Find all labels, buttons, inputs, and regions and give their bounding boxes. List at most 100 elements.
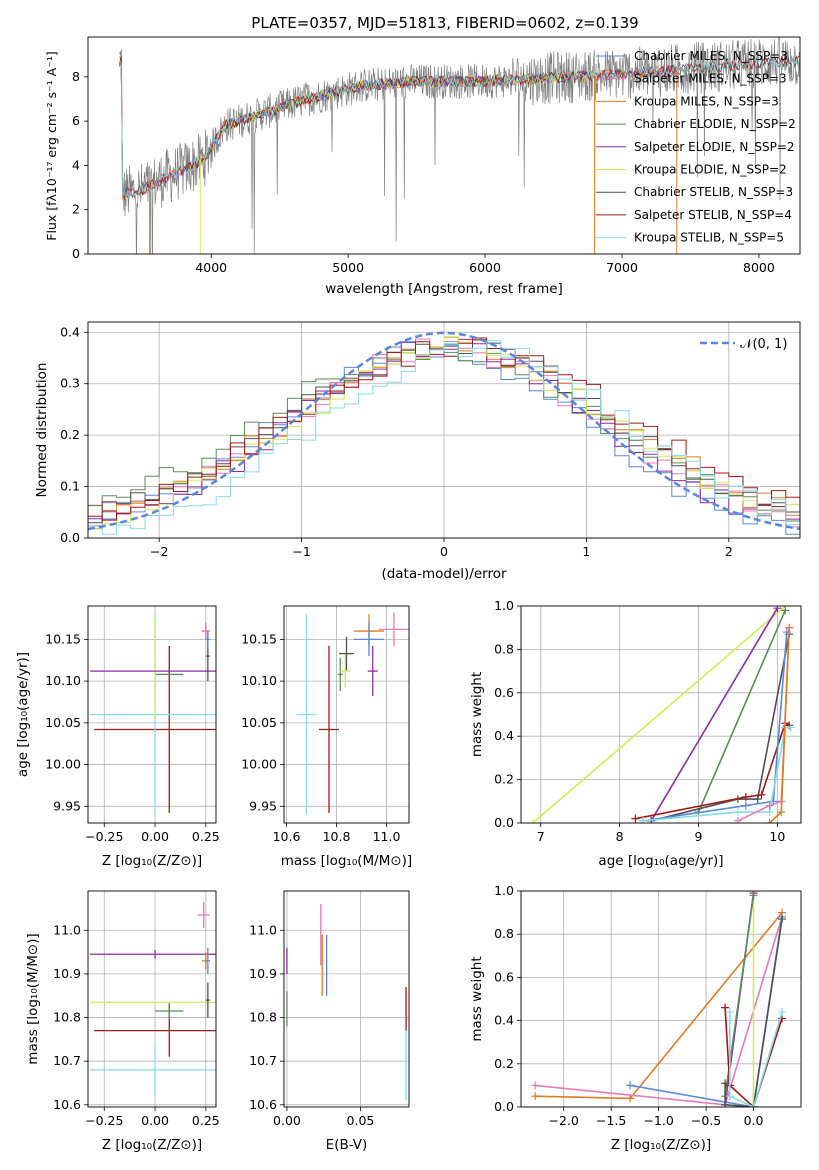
panel-x-tick-label: 8 — [616, 829, 624, 844]
panel-x-tick-label: 0.25 — [192, 829, 220, 844]
spectrum-x-tick-label: 6000 — [469, 260, 501, 275]
residuals-axes-frame — [87, 321, 801, 539]
mass-weight-line — [650, 607, 778, 822]
panel-x-tick-label: −2.0 — [549, 1113, 579, 1128]
spectrum-legend-label: Kroupa STELIB, N_SSP=5 — [634, 231, 784, 245]
spectrum-model-line — [119, 55, 800, 200]
panel-y-tick-label: 0.2 — [494, 1056, 514, 1071]
spectrum-legend-label: Chabrier STELIB, N_SSP=3 — [634, 185, 793, 199]
panel-axes-frame — [87, 605, 217, 824]
panel-xlabel: age [log₁₀(age/yr)] — [598, 853, 723, 869]
panel-y-tick-label: 10.15 — [241, 631, 277, 646]
mass-weight-marker — [741, 801, 750, 810]
mass-vs-metallicity-panel: −0.25 0.00 0.25 10.6 10.7 10.8 10.9 11.0 Z [log₁… — [25, 890, 220, 1153]
residual-histogram-step — [88, 337, 800, 521]
spectrum-lines — [119, 37, 800, 254]
mass-weight-marker — [626, 1081, 635, 1090]
mass-weight-marker — [639, 816, 648, 823]
spectrum-model-line — [119, 60, 677, 199]
panel-xlabel: E(B-V) — [326, 1137, 368, 1153]
residuals-lines — [88, 331, 800, 535]
panel-x-tick-label: 0.05 — [347, 1113, 375, 1128]
panel-y-tick-label: 10.6 — [53, 1097, 81, 1112]
spectrum-y-tick-label: 4 — [72, 157, 80, 172]
panel-x-tick-label: 9 — [694, 829, 702, 844]
panel-y-tick-label: 0.6 — [494, 969, 514, 984]
panel-y-tick-label: 10.15 — [45, 631, 81, 646]
panel-x-tick-label: −0.25 — [85, 1113, 123, 1128]
mass-weight-marker — [749, 1103, 758, 1107]
panel-axes-frame — [283, 890, 410, 1108]
panel-xlabel: Z [log₁₀(Z/Z⊙)] — [611, 1137, 711, 1153]
panel-marks — [286, 904, 407, 1101]
mass-weight-marker — [785, 623, 794, 632]
residuals-y-tick-label: 0.1 — [60, 479, 80, 494]
panel-y-tick-label: 10.00 — [241, 757, 277, 772]
spectrum-panel: PLATE=0357, MJD=51813, FIBERID=0602, z=0… — [44, 14, 801, 297]
mass-weight-marker — [777, 808, 786, 817]
panel-y-tick-label: 10.7 — [249, 1053, 277, 1068]
residuals-y-tick-label: 0.4 — [60, 324, 80, 339]
residuals-x-tick-label: 1 — [582, 544, 590, 559]
panel-xlabel: Z [log₁₀(Z/Z⊙)] — [102, 853, 202, 869]
spectrum-model-line — [119, 55, 800, 200]
mass-weight-line — [697, 609, 786, 813]
mass-weight-line — [728, 1011, 783, 1107]
residuals-legend: 𝒩(0, 1) — [700, 337, 787, 352]
panel-y-tick-label: 0.0 — [494, 1099, 514, 1114]
panel-y-tick-label: 9.95 — [53, 798, 81, 813]
spectrum-model-line — [197, 69, 594, 169]
panel-marks — [296, 612, 409, 815]
mass-weight-line — [643, 631, 788, 822]
panel-x-tick-label: −0.5 — [691, 1113, 721, 1128]
spectrum-legend-label: Salpeter ELODIE, N_SSP=2 — [634, 140, 795, 154]
panel-y-tick-label: 9.95 — [249, 798, 277, 813]
panel-axes-frame — [520, 890, 802, 1108]
spectrum-legend-label: Salpeter STELIB, N_SSP=4 — [634, 208, 792, 222]
mass-weight-marker — [528, 819, 537, 823]
spectrum-legend-label: Chabrier MILES, N_SSP=3 — [634, 49, 788, 63]
panel-axes-frame — [87, 890, 217, 1108]
panel-y-tick-label: 10.9 — [53, 966, 81, 981]
mass-weight-line — [532, 606, 786, 823]
spectrum-legend-label: Chabrier ELODIE, N_SSP=2 — [634, 117, 796, 131]
mass-weight-marker — [753, 795, 762, 804]
gaussian-legend-label: 𝒩(0, 1) — [740, 337, 787, 352]
mass-weight-marker — [765, 801, 774, 810]
mass-weight-marker — [531, 1081, 540, 1090]
panel-x-tick-label: 10 — [769, 829, 785, 844]
panel-y-tick-label: 0.0 — [494, 815, 514, 830]
panel-x-tick-label: 0.00 — [141, 829, 169, 844]
mass-weight-marker — [786, 723, 795, 732]
weight-vs-age-panel: 7 8 9 10 0.0 0.2 0.4 0.6 0.8 1.0 age [log₁₀(age/yr… — [469, 598, 802, 869]
panel-y-tick-label: 1.0 — [494, 598, 514, 613]
panel-y-tick-label: 10.8 — [249, 1010, 277, 1025]
mass-weight-marker — [749, 891, 758, 900]
spectrum-axes-frame — [87, 36, 801, 255]
mass-weight-marker — [781, 606, 790, 615]
panel-y-tick-label: 10.10 — [45, 673, 81, 688]
mass-weight-line — [724, 1007, 783, 1107]
mass-weight-marker — [721, 1079, 730, 1088]
spectrum-title: PLATE=0357, MJD=51813, FIBERID=0602, z=0… — [251, 14, 638, 32]
panel-xlabel: Z [log₁₀(Z/Z⊙)] — [102, 1137, 202, 1153]
panel-x-tick-label: 0.25 — [192, 1113, 220, 1128]
spectrum-y-tick-label: 6 — [72, 113, 80, 128]
spectrum-x-tick-label: 4000 — [195, 260, 227, 275]
panel-y-tick-label: 10.8 — [53, 1010, 81, 1025]
panel-x-tick-label: 0.00 — [141, 1113, 169, 1128]
panel-y-tick-label: 0.8 — [494, 926, 514, 941]
panel-ylabel: mass [log₁₀(M/M⊙)] — [25, 933, 41, 1064]
panel-y-tick-label: 0.2 — [494, 772, 514, 787]
panel-marks — [531, 891, 787, 1107]
panel-y-tick-label: 11.0 — [249, 922, 277, 937]
spectrum-y-tick-label: 8 — [72, 69, 80, 84]
age-vs-mass-panel: 10.6 10.8 11.0 9.95 10.00 10.05 10.10 10.15 mass… — [241, 605, 412, 869]
panel-y-tick-label: 0.4 — [494, 1013, 514, 1028]
panel-y-tick-label: 10.10 — [241, 673, 277, 688]
mass-weight-marker — [721, 1100, 730, 1107]
panel-x-tick-label: −1.0 — [643, 1113, 673, 1128]
panel-x-tick-label: 7 — [537, 829, 545, 844]
panel-ylabel: age [log₁₀(age/yr)] — [15, 652, 31, 777]
